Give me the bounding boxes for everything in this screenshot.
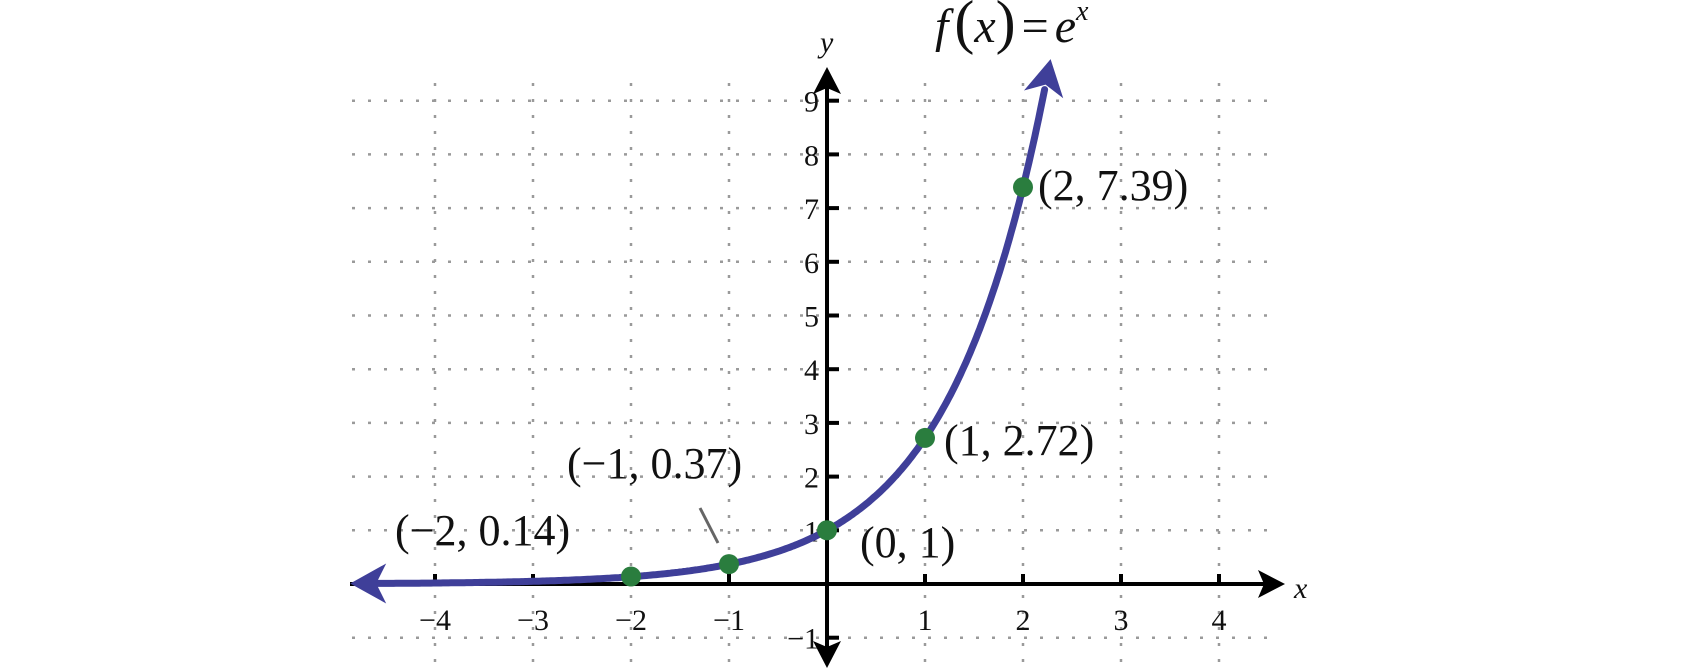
- x-tick-label: 2: [1016, 604, 1031, 637]
- y-tick-label: −1: [787, 623, 819, 656]
- y-tick-label: 6: [804, 247, 819, 280]
- y-axis-up-arrow-icon: [813, 67, 841, 94]
- point-label: (0, 1): [860, 518, 955, 567]
- x-tick-label: −4: [419, 604, 451, 637]
- point-label: (−2, 0.14): [395, 506, 570, 555]
- point-label: (2, 7.39): [1038, 161, 1188, 210]
- curve-left-arrow-icon: [350, 563, 387, 604]
- y-axis-label: y: [817, 26, 834, 59]
- point-label: (−1, 0.37): [567, 439, 742, 488]
- y-axis-down-arrow-icon: [813, 641, 841, 668]
- y-tick-label: 7: [804, 193, 819, 226]
- chart-title: f (x) = ex: [935, 0, 1089, 55]
- data-point: [915, 427, 935, 448]
- data-point: [817, 520, 837, 541]
- y-tick-label: 2: [804, 462, 819, 495]
- x-tick-label: −3: [517, 604, 549, 637]
- curve-top-arrow-group: [1023, 59, 1064, 99]
- leader-line: [698, 507, 720, 544]
- y-tick-label: 8: [804, 139, 819, 172]
- x-axis-arrow-icon: [1258, 570, 1285, 598]
- data-point: [621, 566, 641, 587]
- x-axis-label: x: [1293, 572, 1308, 605]
- point-label: (1, 2.72): [944, 416, 1094, 465]
- curve-group: [350, 59, 1064, 604]
- data-point: [1013, 177, 1033, 198]
- x-tick-label: −2: [615, 604, 647, 637]
- y-tick-label: 4: [804, 354, 819, 387]
- axes: [350, 67, 1285, 668]
- y-tick-label: 9: [804, 86, 819, 119]
- curve-top-arrow-icon: [1023, 59, 1064, 99]
- exponential-curve: [372, 86, 1049, 587]
- y-tick-label: 5: [804, 301, 819, 334]
- x-tick-label: 1: [918, 604, 933, 637]
- x-tick-label: −1: [713, 604, 745, 637]
- x-tick-label: 4: [1212, 604, 1227, 637]
- data-points: (−2, 0.14) (−1, 0.37) (0, 1) (1, 2.72) (2, 7…: [395, 161, 1188, 587]
- y-tick-label: 3: [804, 408, 819, 441]
- data-point: [719, 554, 739, 575]
- x-tick-label: 3: [1114, 604, 1129, 637]
